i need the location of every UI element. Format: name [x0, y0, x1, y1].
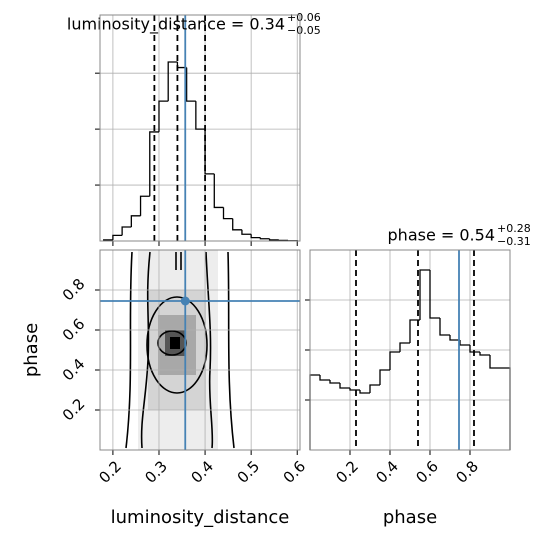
title-upper: +0.28: [497, 222, 531, 235]
panel-title: phase = 0.54: [388, 226, 495, 245]
panel-title: luminosity_distance = 0.34: [67, 15, 285, 35]
histogram-bin: [204, 129, 215, 175]
x-tick-label: 0.3: [141, 457, 171, 487]
histogram-bin: [149, 131, 159, 197]
histogram-bin: [379, 369, 390, 385]
histogram-bin: [399, 342, 410, 352]
histogram-bin: [222, 207, 233, 220]
histogram-bin: [195, 101, 206, 130]
histogram-bin: [349, 388, 360, 391]
y-axis-label: phase: [21, 323, 42, 377]
histogram-bin: [139, 195, 150, 216]
x-tick-label: 0.6: [280, 457, 310, 487]
title-upper: +0.06: [287, 11, 321, 24]
panel-frame: [309, 249, 511, 451]
y-tick-label: 0.8: [59, 275, 89, 305]
x-tick-label: 0.6: [412, 457, 442, 487]
y-tick-label: 0.4: [59, 355, 89, 385]
histogram-bin: [469, 345, 480, 353]
panel-frame: [99, 249, 301, 451]
histogram-bin: [329, 380, 340, 384]
histogram-bin: [419, 269, 430, 320]
histogram-bin: [439, 318, 450, 336]
histogram-bin: [479, 352, 490, 356]
x-tick-label: 0.4: [372, 457, 402, 487]
title-lower: −0.05: [287, 24, 321, 37]
histogram-bin: [449, 335, 460, 341]
density: [138, 250, 218, 450]
histogram-bin: [339, 383, 350, 389]
histogram-bin: [489, 355, 500, 369]
histogram-bin: [429, 270, 440, 319]
x-tick-label: 0.2: [95, 457, 125, 487]
histogram-bin: [459, 340, 470, 346]
histogram-bin: [309, 374, 320, 450]
x-axis-label: phase: [383, 507, 437, 528]
histogram-bin: [185, 67, 196, 102]
histogram-bin: [319, 375, 330, 381]
contour: [175, 252, 182, 270]
histogram-bin: [121, 226, 132, 236]
histogram-bin: [369, 384, 380, 393]
contour: [125, 251, 235, 449]
histogram-bin: [500, 367, 511, 450]
x-tick-label: 0.8: [452, 457, 482, 487]
x-tick-label: 0.5: [234, 457, 264, 487]
density-shade: [170, 337, 180, 349]
histogram-bin: [130, 215, 141, 228]
y-tick-label: 0.6: [59, 315, 89, 345]
panel-frame: [99, 14, 301, 242]
histogram-bin: [112, 234, 123, 240]
histogram-bin: [158, 100, 169, 132]
histogram-bin: [278, 239, 289, 242]
y-tick-label: 0.2: [59, 395, 89, 425]
histogram-bin: [409, 319, 420, 343]
x-tick-label: 0.4: [187, 457, 217, 487]
histogram-bin: [241, 229, 252, 235]
x-axis-label: luminosity_distance: [111, 507, 290, 528]
histogram-bin: [389, 351, 400, 370]
contour: [146, 296, 208, 394]
histogram-bin: [268, 238, 279, 241]
histogram-bin: [167, 61, 178, 102]
histogram-bin: [213, 173, 224, 209]
histogram-bin: [232, 218, 242, 231]
title-lower: −0.31: [497, 235, 531, 248]
truth-point: [180, 296, 190, 306]
histogram-bin: [359, 390, 370, 394]
histogram-bin: [259, 237, 270, 240]
histogram-bin: [250, 234, 261, 239]
x-tick-label: 0.2: [332, 457, 362, 487]
